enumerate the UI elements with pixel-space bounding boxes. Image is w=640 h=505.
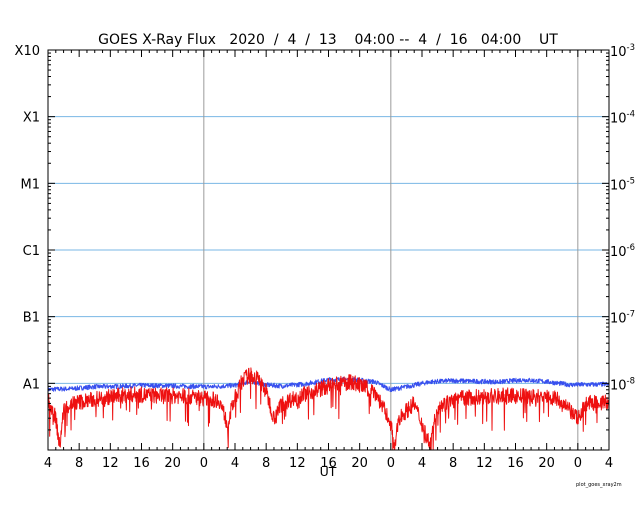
power-base: 10 bbox=[610, 178, 627, 193]
y-left-class-label: M1 bbox=[21, 177, 41, 192]
x-tick-label: 4 bbox=[44, 456, 52, 471]
power-exponent: -7 bbox=[627, 310, 635, 320]
y-right-power-label: 10-6 bbox=[610, 243, 635, 260]
y-left-class-label: C1 bbox=[23, 244, 40, 259]
power-base: 10 bbox=[610, 312, 627, 327]
x-tick-label: 20 bbox=[164, 456, 181, 471]
x-tick-label: 8 bbox=[262, 456, 270, 471]
x-tick-label: 20 bbox=[351, 456, 368, 471]
x-tick-label: 8 bbox=[75, 456, 83, 471]
x-tick-label: 12 bbox=[102, 456, 119, 471]
x-tick-label: 4 bbox=[231, 456, 239, 471]
y-left-class-label: B1 bbox=[23, 311, 40, 326]
power-exponent: -3 bbox=[627, 43, 635, 53]
gridlines bbox=[48, 50, 609, 450]
x-tick-label: 16 bbox=[320, 456, 337, 471]
axis-labels: 4 8 12 16 20 0 4 8 12 16 20 0 4 8 12 16 20 0 4 X10 X1 M1 C1 B1 A… bbox=[15, 43, 635, 471]
x-tick-label: 0 bbox=[200, 456, 208, 471]
y-left-class-label: X1 bbox=[23, 111, 40, 126]
power-base: 10 bbox=[610, 378, 627, 393]
y-right-power-label: 10-8 bbox=[610, 376, 635, 393]
x-tick-label: 16 bbox=[133, 456, 150, 471]
x-tick-label: 16 bbox=[507, 456, 524, 471]
y-right-power-label: 10-7 bbox=[610, 310, 635, 327]
y-left-class-label: X10 bbox=[15, 44, 40, 59]
x-tick-label: 20 bbox=[538, 456, 555, 471]
x-axis-label: UT bbox=[320, 464, 337, 479]
x-tick-label: 12 bbox=[476, 456, 493, 471]
x-tick-label: 0 bbox=[387, 456, 395, 471]
y-left-class-label: A1 bbox=[23, 377, 40, 392]
chart-title: GOES X-Ray Flux 2020 / 4 / 13 04:00 -- 4… bbox=[98, 32, 558, 48]
plot-footnote: plot_goes_xray2m bbox=[576, 482, 622, 488]
x-tick-label: 8 bbox=[449, 456, 457, 471]
power-exponent: -6 bbox=[627, 243, 635, 253]
x-tick-label: 0 bbox=[574, 456, 582, 471]
power-exponent: -8 bbox=[627, 376, 635, 386]
power-exponent: -5 bbox=[627, 176, 635, 186]
y-right-power-label: 10-5 bbox=[610, 176, 635, 193]
y-right-power-label: 10-4 bbox=[610, 110, 635, 127]
power-base: 10 bbox=[610, 112, 627, 127]
power-base: 10 bbox=[610, 245, 627, 260]
x-tick-label: 4 bbox=[418, 456, 426, 471]
x-tick-label: 12 bbox=[289, 456, 306, 471]
power-base: 10 bbox=[610, 45, 627, 60]
series-line-short bbox=[47, 367, 610, 451]
data-series bbox=[47, 367, 610, 451]
power-exponent: -4 bbox=[627, 110, 635, 120]
x-tick-label: 4 bbox=[605, 456, 613, 471]
axis-ticks bbox=[47, 50, 610, 451]
y-right-power-label: 10-3 bbox=[610, 43, 635, 60]
